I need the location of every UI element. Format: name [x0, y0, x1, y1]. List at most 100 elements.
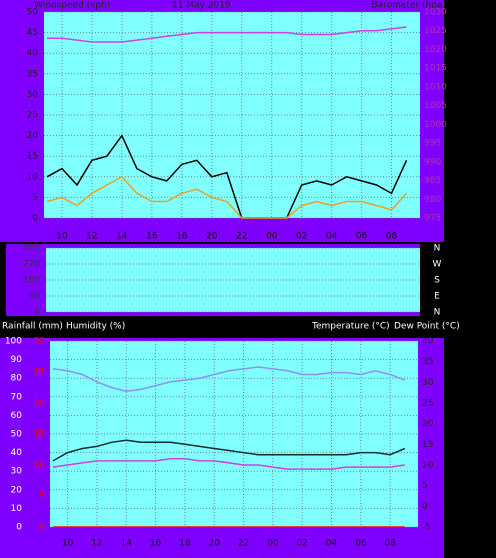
x-tick-label: 02	[296, 539, 307, 549]
y2-tick-label: 975	[424, 214, 441, 224]
y2-tick-label: S	[434, 276, 440, 286]
y-tick-label: 0	[32, 214, 38, 224]
series-line	[46, 134, 408, 219]
chart-title: 11 May 2019	[172, 1, 231, 11]
y-tick-label: 50	[27, 8, 39, 18]
plot-area	[44, 12, 420, 218]
y2-tick-label: 1020	[424, 45, 447, 55]
y2-tick-label: 0	[422, 502, 428, 512]
x-tick-label: 04	[326, 232, 338, 242]
y2-tick-label: W	[433, 260, 442, 270]
y-tick-label: 20	[11, 485, 23, 495]
y-tick-label: 360	[23, 244, 40, 254]
axis-title: Windspeed (kph)	[34, 1, 110, 11]
y-tick-label: 40	[11, 448, 23, 458]
series-line	[52, 458, 405, 470]
series-line	[52, 366, 406, 392]
y-tick-label: 0	[34, 308, 40, 318]
y2-tick-label: 30	[422, 378, 434, 388]
series-line	[52, 439, 406, 462]
y-tick-label: 50	[11, 430, 23, 440]
y2-tick-label: -5	[422, 523, 431, 533]
y3-tick-label: 20	[34, 399, 46, 409]
y-tick-label: 15	[27, 152, 38, 162]
y3-tick-label: 10	[34, 461, 46, 471]
x-tick-label: 12	[91, 539, 102, 549]
y2-tick-label: 980	[424, 195, 441, 205]
y2-tick-label: N	[434, 308, 441, 318]
y2-tick-label: 35	[422, 357, 433, 367]
x-tick-label: 08	[386, 232, 398, 242]
y3-tick-label: 15	[34, 430, 45, 440]
x-tick-label: 06	[356, 232, 368, 242]
y-tick-label: 0	[16, 523, 22, 533]
y-tick-label: 90	[11, 355, 23, 365]
x-tick-label: 22	[238, 539, 249, 549]
y2-tick-label: 1015	[424, 64, 447, 74]
y2-tick-label: N	[434, 244, 441, 254]
y2-tick-label: 990	[424, 157, 441, 167]
x-tick-label: 06	[355, 539, 367, 549]
x-tick-label: 12	[86, 232, 97, 242]
x-tick-label: 08	[384, 539, 396, 549]
axis-title: Barometer (hpa)	[371, 1, 446, 11]
y-tick-label: 60	[11, 411, 23, 421]
y-tick-label: 80	[11, 374, 23, 384]
x-tick-label: 02	[296, 232, 307, 242]
y2-tick-label: 15	[422, 440, 433, 450]
y-tick-label: 10	[11, 504, 23, 514]
x-tick-label: 14	[121, 539, 133, 549]
y-tick-label: 10	[27, 172, 39, 182]
series-line	[47, 26, 407, 43]
axis-title: Rainfall (mm)	[2, 322, 63, 332]
y-tick-label: 40	[27, 49, 39, 59]
axis-title: Temperature (°C)	[311, 322, 390, 332]
y-tick-label: 270	[23, 260, 40, 270]
y3-tick-label: 25	[34, 368, 45, 378]
y2-tick-label: 1010	[424, 82, 447, 92]
y2-tick-label: 1000	[424, 120, 447, 130]
y-tick-label: 5	[32, 193, 38, 203]
x-tick-label: 20	[208, 539, 220, 549]
y2-tick-label: 5	[422, 481, 428, 491]
y3-tick-label: 5	[39, 492, 45, 502]
y2-tick-label: 1030	[424, 8, 447, 18]
x-tick-label: 20	[206, 232, 218, 242]
y2-tick-label: 20	[422, 419, 434, 429]
y-tick-label: 100	[5, 337, 22, 347]
y-tick-label: 30	[11, 467, 23, 477]
x-tick-label: 00	[266, 232, 278, 242]
y-tick-label: 20	[27, 131, 39, 141]
x-tick-label: 18	[179, 539, 191, 549]
y-tick-label: 90	[29, 292, 41, 302]
y2-tick-label: 25	[422, 399, 433, 409]
x-tick-label: 04	[326, 539, 338, 549]
y2-tick-label: 985	[424, 176, 441, 186]
y3-tick-label: 30	[34, 337, 46, 347]
y2-tick-label: 1005	[424, 101, 447, 111]
y3-tick-label: 0	[39, 523, 45, 533]
x-tick-label: 10	[56, 232, 68, 242]
x-tick-label: 00	[267, 539, 279, 549]
x-tick-label: 22	[236, 232, 247, 242]
y2-tick-label: 10	[422, 461, 434, 471]
axis-title: Dew Point (°C)	[394, 322, 460, 332]
series-line	[46, 175, 408, 219]
x-tick-label: 14	[116, 232, 128, 242]
y-tick-label: 25	[27, 111, 38, 121]
x-tick-label: 10	[62, 539, 74, 549]
y-tick-label: 70	[11, 392, 23, 402]
x-tick-label: 18	[176, 232, 188, 242]
y-tick-label: 35	[27, 69, 38, 79]
y2-tick-label: 995	[424, 139, 441, 149]
axis-title: Humidity (%)	[66, 322, 125, 332]
x-tick-label: 16	[146, 232, 158, 242]
x-tick-label: 16	[150, 539, 162, 549]
y2-tick-label: 1025	[424, 26, 447, 36]
y2-tick-label: 40	[422, 337, 434, 347]
y2-tick-label: E	[434, 292, 440, 302]
y-tick-label: 45	[27, 28, 38, 38]
y-tick-label: 180	[23, 276, 40, 286]
y-tick-label: 30	[27, 90, 39, 100]
